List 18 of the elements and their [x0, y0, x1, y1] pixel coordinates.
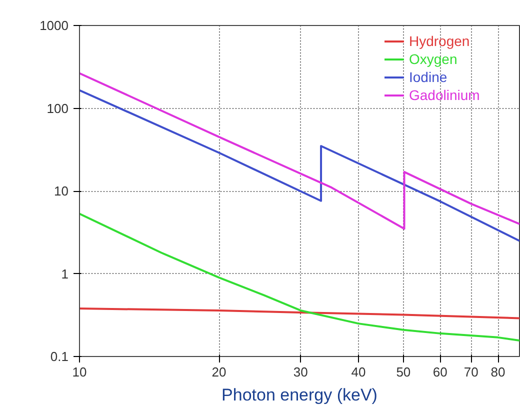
y-tick-label: 100	[46, 100, 69, 116]
legend-label: Oxygen	[409, 51, 458, 67]
x-tick-label: 20	[212, 364, 226, 380]
x-tick-label: 60	[432, 364, 448, 380]
x-tick-label: 70	[464, 364, 478, 380]
y-tick-label: 10	[54, 184, 69, 198]
legend-label: Hydrogen	[409, 33, 471, 49]
x-tick-label: 30	[293, 364, 308, 380]
y-tick-label: 0.1	[50, 349, 69, 364]
x-tick-label: 50	[396, 364, 411, 380]
y-tick-label: 1	[61, 266, 69, 282]
legend-label: Iodine	[409, 69, 448, 85]
y-tick-label: 1000	[40, 18, 68, 33]
x-tick-label: 10	[72, 364, 87, 380]
x-axis-title: Photon energy (keV)	[222, 386, 378, 404]
x-tick-label: 80	[490, 364, 506, 380]
x-tick-label: 40	[351, 364, 366, 380]
legend-label: Gadolinium	[409, 87, 481, 103]
